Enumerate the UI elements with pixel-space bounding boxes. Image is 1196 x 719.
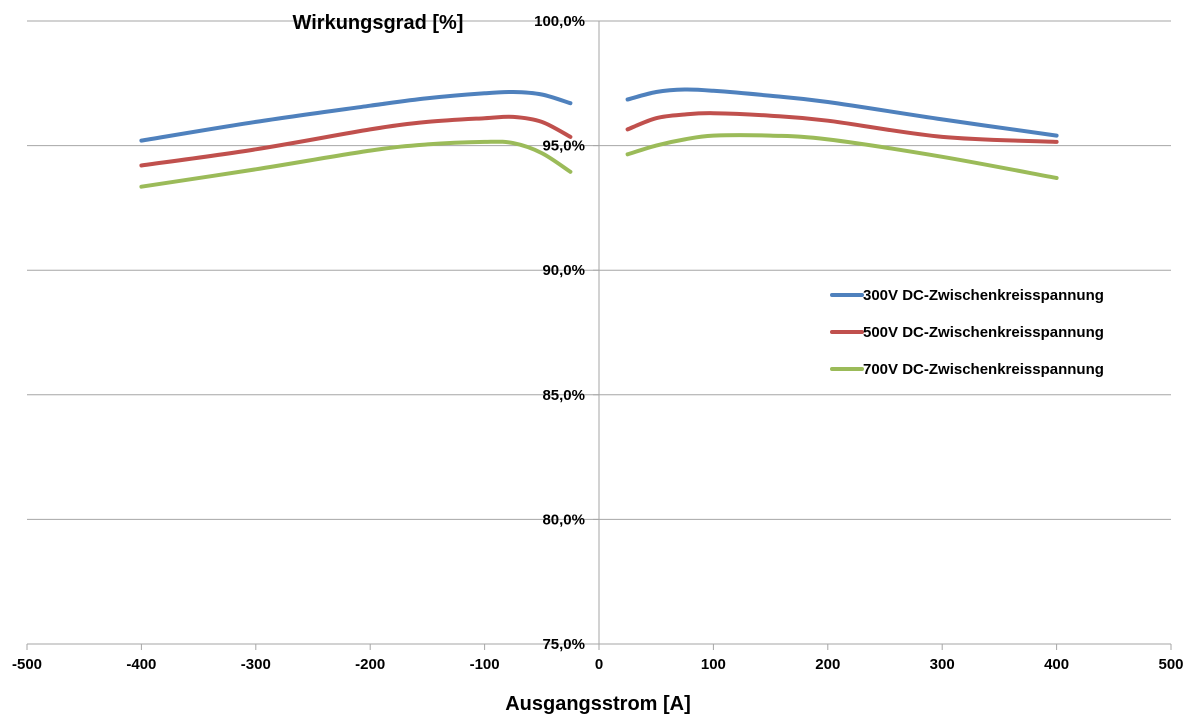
y-tick-label: 85,0%	[542, 387, 585, 404]
x-tick-label: 0	[595, 656, 603, 673]
legend-label: 500V DC-Zwischenkreisspannung	[863, 324, 1104, 341]
series-line-2-segment-1	[139, 114, 573, 168]
series-line-1-segment-1	[139, 89, 573, 143]
y-tick-label: 90,0%	[542, 262, 585, 279]
y-tick-label: 80,0%	[542, 511, 585, 528]
x-tick-label: -100	[470, 656, 500, 673]
legend: 300V DC-Zwischenkreisspannung 500V DC-Zwi…	[830, 287, 1104, 378]
y-axis-title: Wirkungsgrad [%]	[293, 12, 464, 34]
series-line-2-segment-2	[625, 111, 1059, 144]
y-tick-label: 100,0%	[534, 13, 585, 30]
x-axis-title: Ausgangsstrom [A]	[505, 693, 691, 715]
x-tick-label: -400	[126, 656, 156, 673]
y-tick-label: 95,0%	[542, 138, 585, 155]
x-tick-label: -300	[241, 656, 271, 673]
series-line-1-segment-2	[625, 87, 1059, 138]
x-tick-label: 300	[930, 656, 955, 673]
series-line-3-segment-1	[139, 139, 573, 189]
x-tick-label: 500	[1158, 656, 1183, 673]
series-lines	[139, 87, 1059, 189]
x-tick-label: 100	[701, 656, 726, 673]
series-line-3-segment-2	[625, 133, 1059, 180]
tick-labels: 75,0% 80,0% 85,0% 90,0% 95,0% 100,0% -500 -400 -…	[12, 13, 1184, 673]
axes	[26, 20, 1172, 650]
legend-label: 700V DC-Zwischenkreisspannung	[863, 361, 1104, 378]
legend-label: 300V DC-Zwischenkreisspannung	[863, 287, 1104, 304]
x-tick-label: 400	[1044, 656, 1069, 673]
x-tick-label: -500	[12, 656, 42, 673]
x-tick-label: -200	[355, 656, 385, 673]
x-tick-label: 200	[815, 656, 840, 673]
y-tick-label: 75,0%	[542, 636, 585, 653]
